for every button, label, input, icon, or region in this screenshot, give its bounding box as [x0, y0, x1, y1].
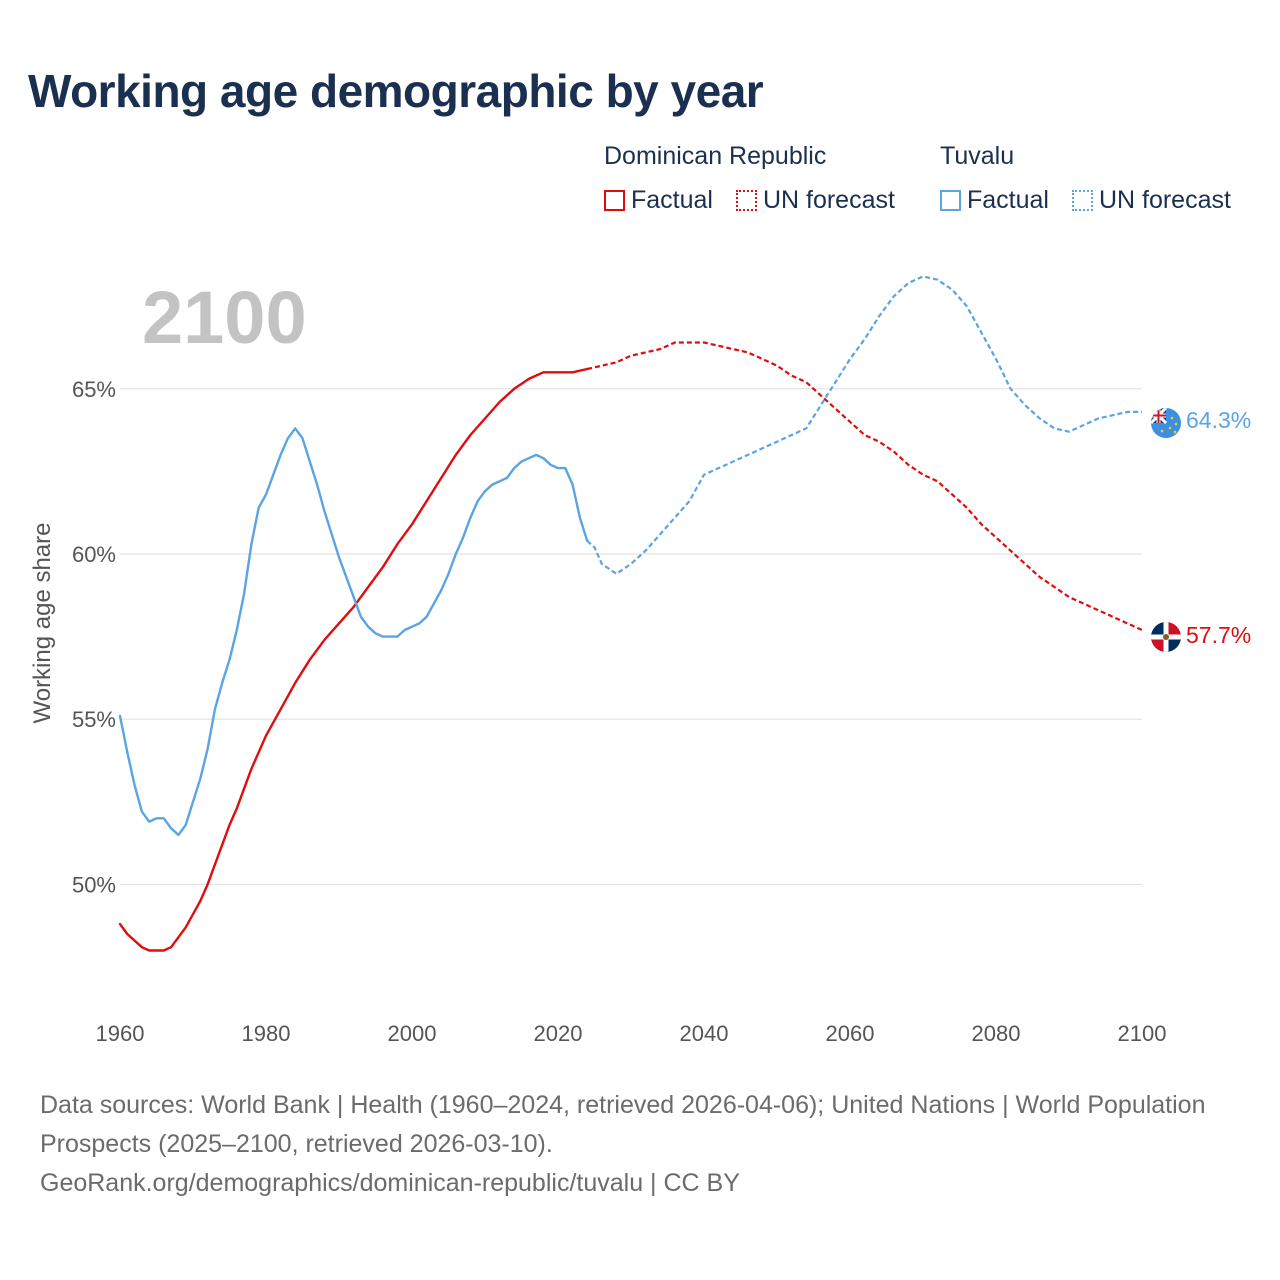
legend-item-tuvalu-forecast[interactable]: UN forecast	[1071, 185, 1231, 215]
source-link[interactable]: GeoRank.org/demographics/dominican-repub…	[40, 1169, 740, 1197]
legend-item-label: Factual	[967, 185, 1049, 214]
axes: 50% 55% 60% 65% 1960 1980 2000 2020 2040 2060 2080…	[72, 377, 1167, 1046]
x-tick-label: 2060	[826, 1021, 875, 1046]
x-tick-label: 2020	[534, 1021, 583, 1046]
end-value-label-tuvalu: 64.3%	[1186, 407, 1251, 433]
tuvalu-flag-icon	[1151, 408, 1181, 438]
data-sources-note: Data sources: World Bank | Health (1960–…	[40, 1091, 1206, 1158]
x-tick-label: 2080	[972, 1021, 1021, 1046]
legend-item-label: Factual	[631, 185, 713, 214]
line-chart: 2100 50% 55% 60% 65% 1960 1980 2000 2020 2040 206…	[29, 275, 1251, 1046]
x-tick-label: 2000	[388, 1021, 437, 1046]
legend-item-dominican-republic-forecast[interactable]: UN forecast	[735, 185, 895, 215]
legend-group-tuvalu: Tuvalu Factual UN forecast	[940, 142, 1247, 215]
series-line-dominican-republic-factual[interactable]	[118, 367, 589, 952]
dominican-republic-flag-icon	[1151, 622, 1181, 652]
end-value-label-dominican-republic: 57.7%	[1186, 622, 1251, 648]
legend-group-title: Dominican Republic	[604, 142, 827, 170]
x-tick-label: 2100	[1118, 1021, 1167, 1046]
legend-item-label: UN forecast	[1098, 185, 1231, 214]
legend-group-dominican-republic: Dominican Republic Factual UN forecast	[604, 142, 911, 215]
legend-swatch-dotted	[735, 189, 757, 211]
legend-swatch-solid	[940, 189, 961, 211]
x-tick-label: 2040	[680, 1021, 729, 1046]
series-line-tuvalu-forecast[interactable]	[586, 275, 1142, 575]
y-tick-label: 50%	[72, 872, 116, 897]
legend-group-title: Tuvalu	[940, 142, 1015, 170]
legend-item-dominican-republic-factual[interactable]: Factual	[604, 186, 713, 215]
series-line-dominican-republic-forecast[interactable]	[586, 341, 1143, 632]
legend-item-tuvalu-factual[interactable]: Factual	[940, 186, 1049, 215]
year-watermark: 2100	[142, 276, 307, 359]
y-tick-label: 55%	[72, 707, 116, 732]
gridlines	[120, 388, 1142, 886]
series	[118, 275, 1143, 952]
footer: Data sources: World Bank | Health (1960–…	[40, 1086, 1240, 1203]
legend-swatch-solid	[604, 189, 625, 211]
x-tick-label: 1980	[242, 1021, 291, 1046]
y-tick-label: 65%	[72, 377, 116, 402]
series-line-tuvalu-factual[interactable]	[118, 427, 589, 837]
legend-swatch-dotted	[1071, 189, 1093, 211]
y-axis-title: Working age share	[29, 523, 56, 724]
chart-title: Working age demographic by year	[28, 65, 764, 117]
x-tick-label: 1960	[96, 1021, 145, 1046]
legend-item-label: UN forecast	[762, 185, 895, 214]
y-tick-label: 60%	[72, 542, 116, 567]
